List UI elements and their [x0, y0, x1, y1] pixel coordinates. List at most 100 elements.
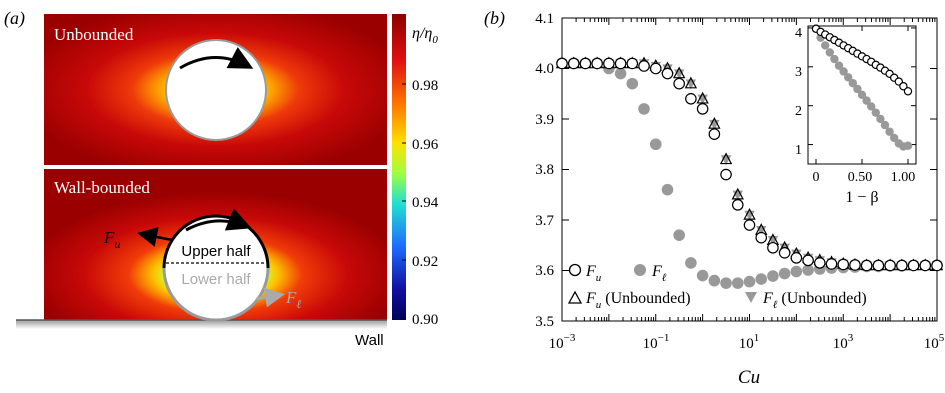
- inset-data-point: [871, 108, 880, 117]
- inset-data-point: [876, 114, 885, 124]
- y-tick-label: 3.6: [535, 263, 554, 279]
- inset-series-marks: [811, 24, 913, 151]
- lower-half-label: Lower half: [181, 271, 251, 288]
- data-point: [684, 76, 698, 89]
- panel-b-label: (b): [484, 8, 505, 29]
- inset-data-point: [885, 127, 894, 136]
- data-point: [661, 67, 674, 80]
- legend-marker-fu: [568, 263, 582, 277]
- data-point: [767, 241, 779, 254]
- colorbar-tick-label: 0.98: [412, 78, 438, 94]
- data-point: [673, 77, 685, 90]
- data-point: [884, 259, 896, 272]
- data-point: [896, 259, 908, 272]
- inset-y-tick-label: 3: [795, 65, 802, 80]
- x-tick-label: 103: [833, 332, 854, 352]
- inset-x-tick-label: 1.00: [891, 170, 916, 185]
- legend-label-fu-unbounded: Fu (Unbounded): [585, 290, 691, 311]
- inset-data-point: [857, 90, 867, 100]
- data-point: [673, 229, 685, 241]
- inset-data-point: [821, 41, 830, 50]
- data-point: [685, 257, 697, 269]
- data-point: [708, 128, 721, 140]
- particle-lower-outline: [162, 267, 270, 322]
- data-point: [731, 277, 744, 289]
- data-point: [743, 275, 756, 288]
- y-tick-label: 3.5: [535, 314, 554, 330]
- x-tick-label: 101: [739, 332, 760, 352]
- inset-data-point: [848, 78, 857, 88]
- data-point: [825, 258, 838, 270]
- legend-label-fu: Fu: [585, 263, 602, 284]
- inset-data-point: [825, 48, 834, 57]
- force-lower-label: Fℓ: [285, 288, 301, 311]
- inset-y-tick-label: 1: [795, 143, 802, 158]
- data-point: [649, 62, 662, 75]
- inset-data-point: [880, 120, 890, 130]
- legend: Fu Fℓ Fu (Unbounded) Fℓ (Unbounded): [567, 263, 867, 311]
- data-point: [743, 207, 756, 220]
- data-point: [743, 219, 756, 231]
- data-point: [778, 247, 791, 259]
- data-point: [696, 91, 709, 104]
- force-upper-label: Fu: [103, 228, 120, 251]
- data-point: [931, 259, 943, 272]
- data-point: [696, 269, 709, 282]
- data-point: [661, 183, 674, 196]
- inset-data-point: [903, 87, 913, 96]
- inset-data-point: [867, 102, 876, 111]
- data-point: [685, 93, 697, 105]
- inset-data-point: [862, 96, 871, 105]
- data-point: [591, 57, 603, 70]
- force-upper-arrow-icon: [137, 227, 173, 247]
- main-series-marks: [555, 56, 944, 289]
- colorbar-tick-label: 0.94: [412, 195, 439, 211]
- data-point: [638, 103, 650, 115]
- data-point: [579, 57, 592, 70]
- main-x-tick-labels: 10−3 10−1 101 103 105: [549, 332, 945, 352]
- panel-a-label: (a): [4, 8, 25, 29]
- colorbar-tick-label: 0.90: [412, 312, 438, 328]
- data-point: [626, 77, 639, 90]
- legend-label-fl: Fℓ: [651, 263, 667, 284]
- data-point: [860, 259, 873, 272]
- data-point: [907, 259, 920, 272]
- y-tick-label: 4.1: [535, 11, 554, 27]
- y-tick-label: 3.8: [535, 162, 554, 178]
- rotation-arrow-top-icon: [179, 46, 254, 70]
- inset-data-point: [839, 67, 848, 76]
- data-point: [720, 277, 732, 289]
- panel-divider: [44, 165, 387, 169]
- data-point: [638, 60, 650, 72]
- upper-half-label: Upper half: [181, 243, 251, 260]
- data-point: [696, 103, 709, 115]
- colorbar-title: η/η0: [412, 25, 438, 46]
- data-point: [731, 199, 744, 211]
- data-point: [919, 259, 932, 272]
- x-tick-label: 10−3: [549, 332, 576, 352]
- wall-surface: [16, 320, 387, 329]
- data-point: [649, 138, 662, 151]
- data-point: [837, 258, 850, 271]
- colorbar: [392, 14, 406, 320]
- data-point: [556, 57, 568, 70]
- colorbar-tick-label: 0.96: [412, 137, 439, 153]
- data-point: [708, 274, 721, 287]
- data-point: [708, 117, 721, 129]
- data-point: [719, 152, 733, 165]
- force-lower-arrow-icon: [255, 287, 285, 308]
- inset-data-point: [853, 84, 862, 94]
- unbounded-particle: [165, 39, 267, 141]
- inset-data-point: [844, 73, 853, 82]
- data-point: [790, 252, 803, 264]
- x-tick-label: 10−1: [643, 332, 670, 352]
- wall-bounded-title: Wall-bounded: [54, 178, 150, 197]
- data-point: [614, 57, 627, 70]
- inset-data-point: [899, 82, 908, 91]
- legend-marker-fl-unbounded: [745, 292, 757, 303]
- inset-y-tick-label: 2: [795, 104, 802, 119]
- inset-y-tick-label: 4: [795, 26, 802, 41]
- data-point: [731, 187, 744, 200]
- data-point: [614, 67, 627, 80]
